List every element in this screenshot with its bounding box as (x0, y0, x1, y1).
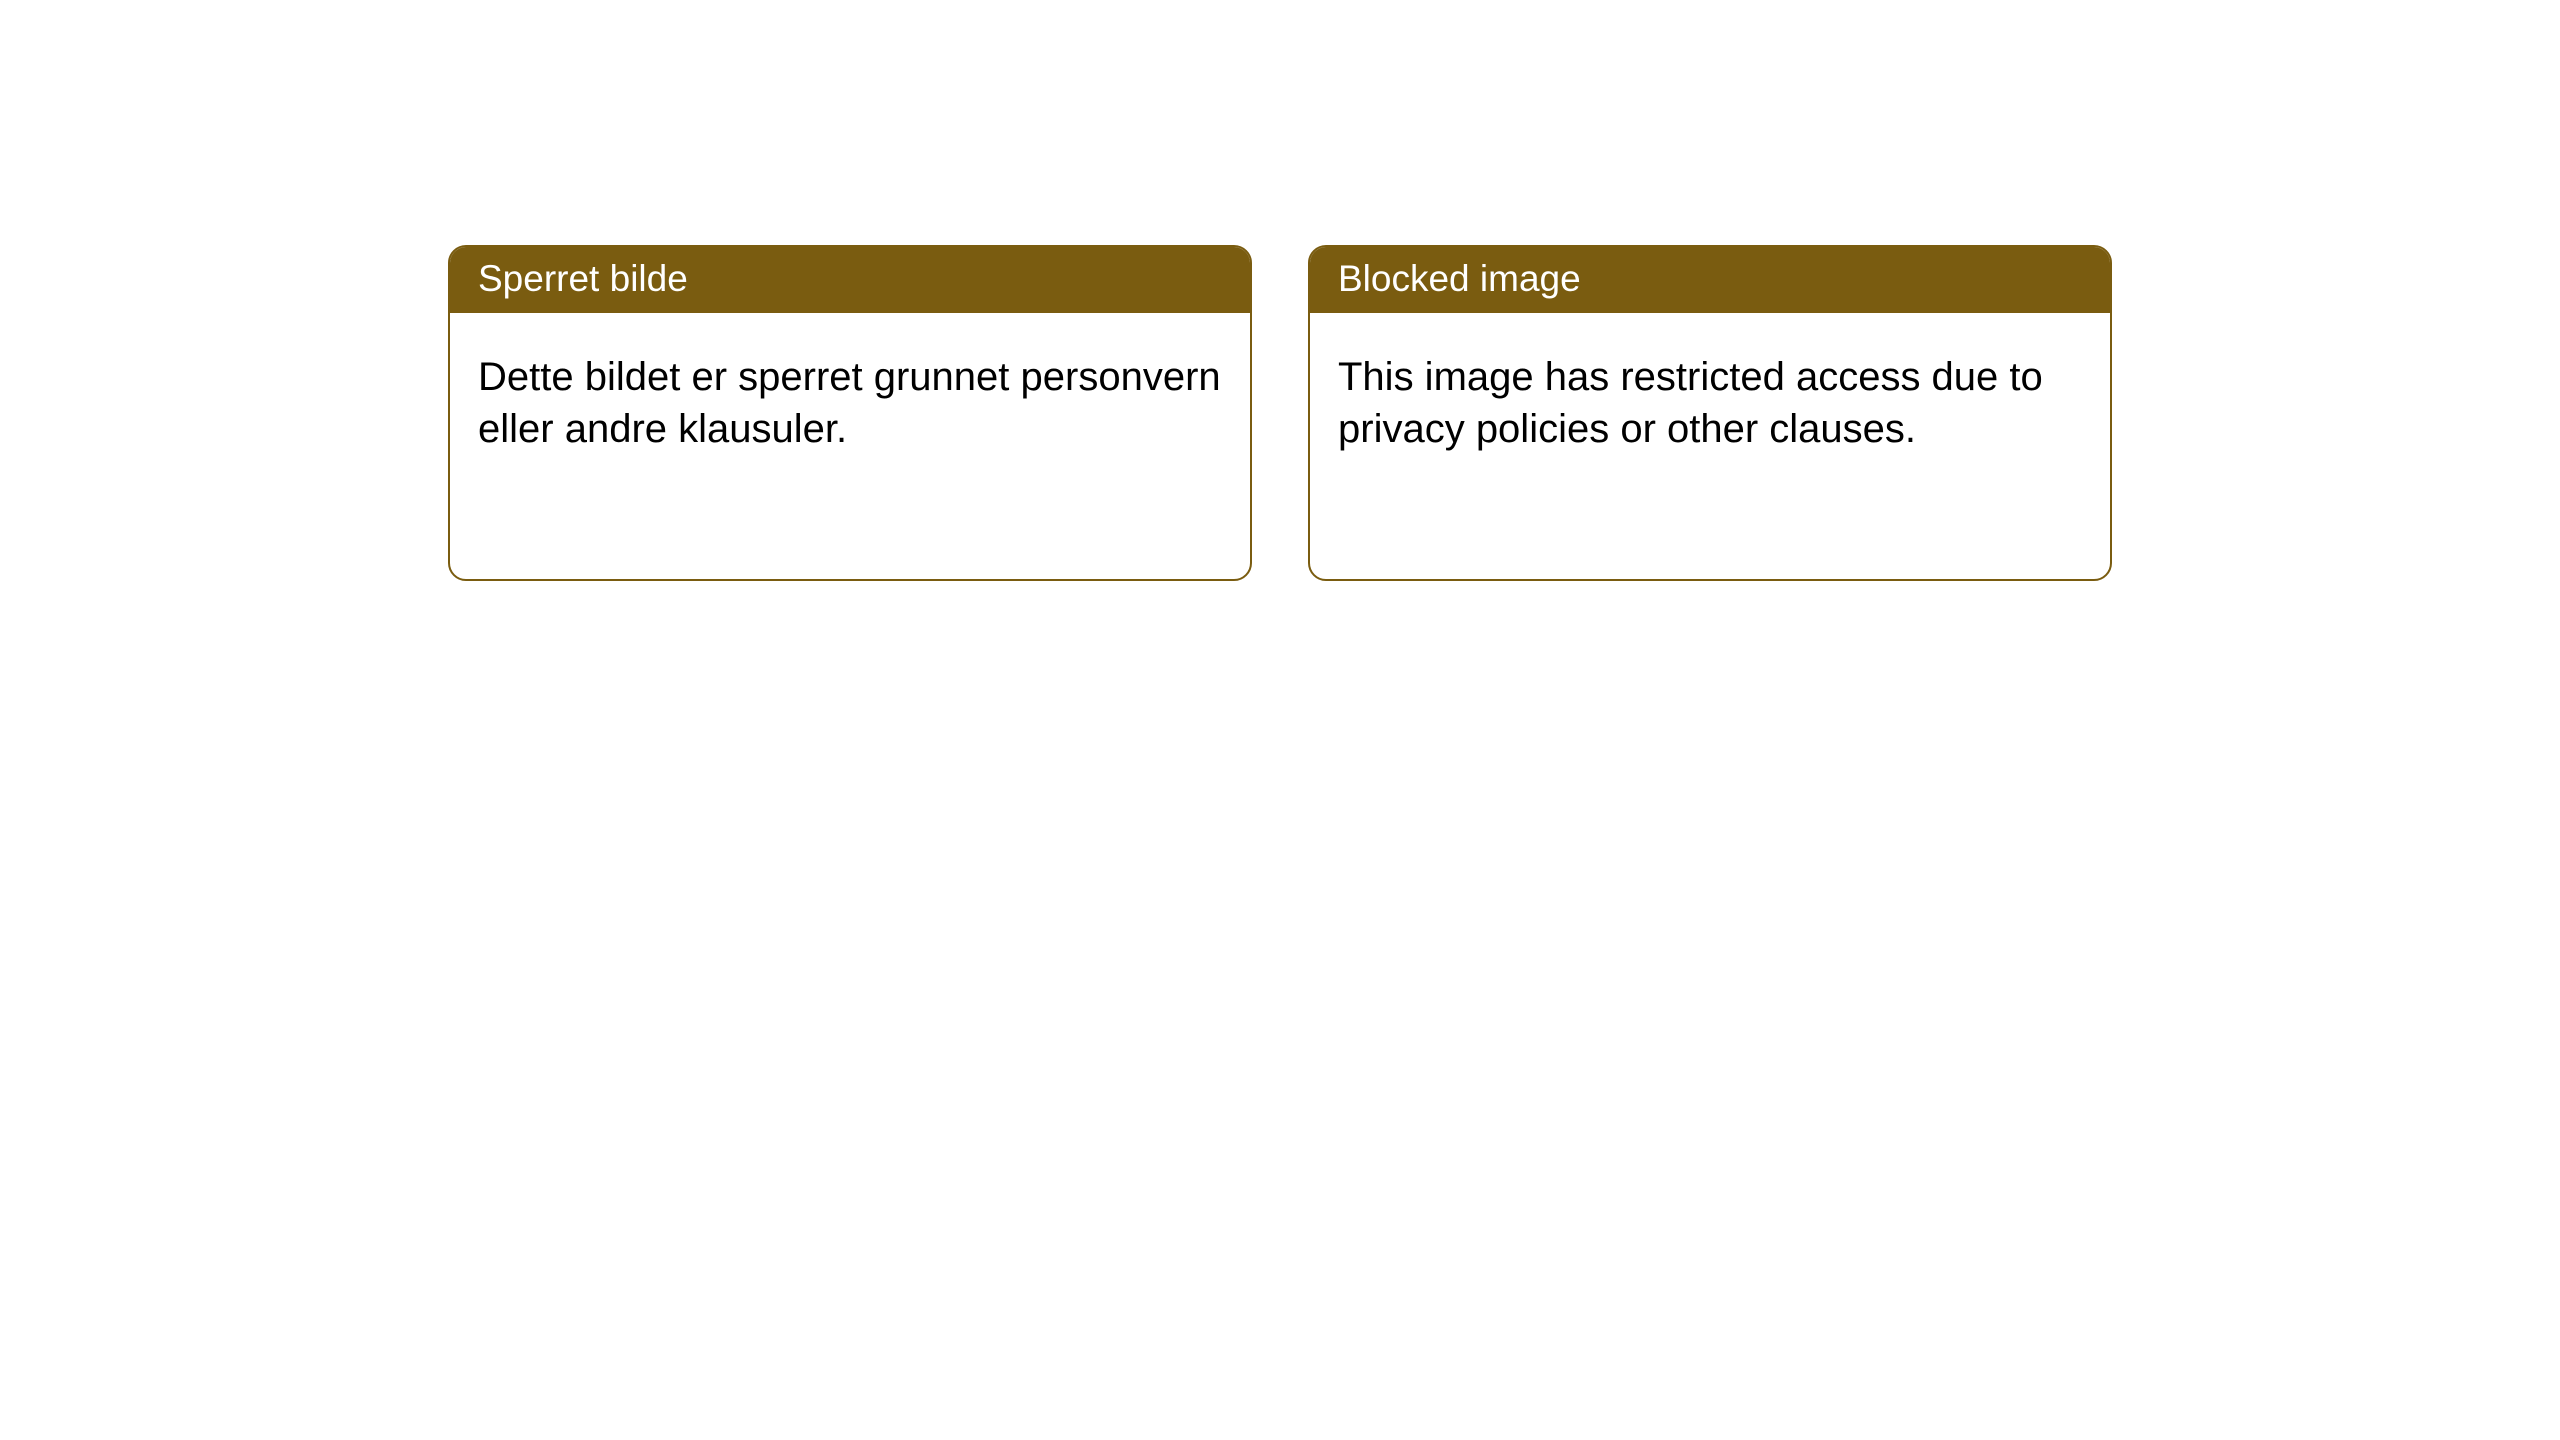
card-title: Sperret bilde (450, 247, 1250, 313)
notice-container: Sperret bilde Dette bildet er sperret gr… (0, 0, 2560, 581)
card-title: Blocked image (1310, 247, 2110, 313)
card-body: This image has restricted access due to … (1310, 313, 2110, 483)
notice-card-norwegian: Sperret bilde Dette bildet er sperret gr… (448, 245, 1252, 581)
card-body: Dette bildet er sperret grunnet personve… (450, 313, 1250, 483)
notice-card-english: Blocked image This image has restricted … (1308, 245, 2112, 581)
